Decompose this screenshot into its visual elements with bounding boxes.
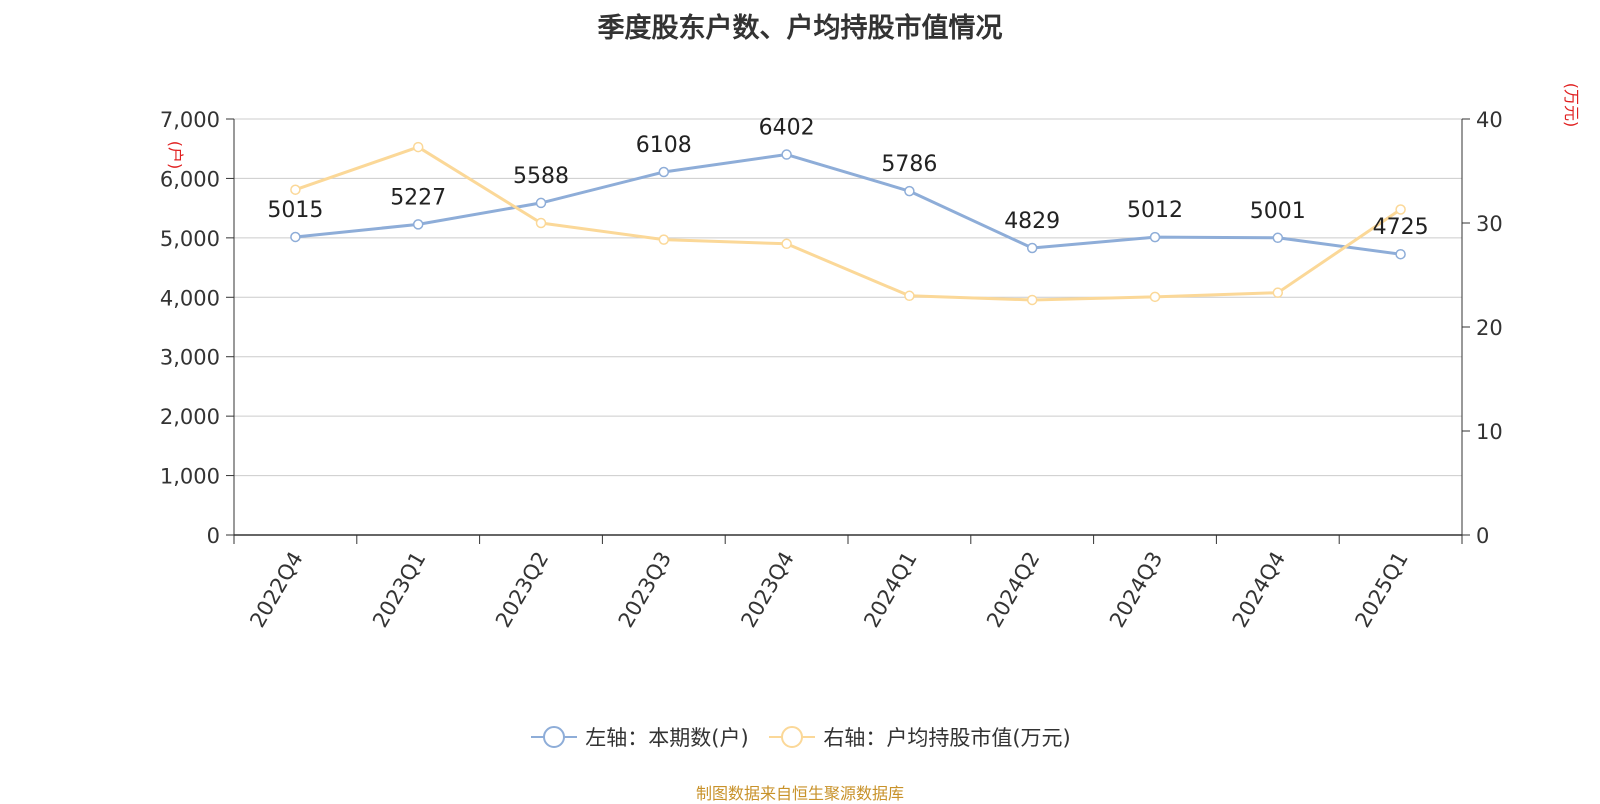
data-point [535, 197, 547, 209]
right-axis-tick-label: 0 [1476, 524, 1489, 548]
series-line-shareholders [295, 153, 1401, 256]
chart-plot: 0 1,000 2,000 3,000 4,000 5,000 6,000 7,000 0 10 2… [160, 83, 1581, 632]
data-point [412, 219, 424, 230]
data-point [535, 217, 547, 229]
data-label: 5227 [390, 185, 446, 210]
legend-item-right-series[interactable]: 右轴：户均持股市值(万元) [767, 722, 1071, 752]
data-label: 5015 [267, 198, 323, 223]
data-point [1149, 231, 1161, 243]
data-point [1272, 287, 1284, 298]
right-axis-unit-label: (万元) [1562, 83, 1581, 128]
data-label: 6108 [636, 133, 692, 158]
data-point [412, 141, 424, 153]
right-axis-tick-label: 20 [1476, 316, 1503, 340]
x-axis-category-label: 2023Q4 [736, 548, 798, 632]
data-labels: 5015 5227 5588 6108 6402 5786 4829 5012 5001 4725 [267, 116, 1428, 241]
left-axis-tick-label: 5,000 [160, 227, 220, 251]
data-point [904, 185, 915, 197]
series-line-avg-market-value [294, 145, 1402, 302]
x-axis-category-label: 2024Q3 [1105, 548, 1167, 632]
data-label: 6402 [759, 116, 815, 141]
x-axis-category-label: 2023Q3 [614, 548, 676, 632]
right-axis-tick-label: 40 [1476, 108, 1503, 132]
data-point [1149, 291, 1161, 303]
x-axis-category-label: 2023Q2 [491, 548, 553, 632]
legend-label-left-series: 左轴：本期数(户) [585, 726, 749, 750]
x-axis-category-label: 2024Q1 [859, 548, 921, 632]
data-label: 4829 [1004, 209, 1060, 234]
right-axis-tick-label: 10 [1476, 420, 1503, 444]
data-label: 5012 [1127, 198, 1183, 223]
series-lines [290, 141, 1406, 306]
left-axis-tick-label: 1,000 [160, 465, 220, 489]
legend-marker-yellow-circle-icon [769, 726, 816, 748]
data-label: 5786 [881, 152, 937, 177]
x-axis-category-label: 2022Q4 [245, 548, 307, 632]
data-point [781, 149, 792, 160]
x-axis-category-label: 2023Q1 [368, 548, 430, 632]
data-label: 5588 [513, 164, 569, 189]
legend-label-right-series: 右轴：户均持股市值(万元) [823, 726, 1071, 750]
left-axis-tick-label: 7,000 [160, 108, 220, 132]
left-axis-tick-label: 4,000 [160, 286, 220, 310]
data-point [1026, 294, 1038, 306]
left-axis-unit-label: (户) [166, 141, 185, 170]
data-label: 4725 [1373, 215, 1429, 240]
data-point [658, 166, 670, 178]
x-axis-category-label: 2024Q2 [982, 548, 1044, 632]
chart-title: 季度股东户数、户均持股市值情况 [597, 13, 1003, 44]
data-point [781, 238, 792, 250]
x-axis-category-label: 2025Q1 [1350, 548, 1412, 632]
data-point [1272, 232, 1284, 244]
x-axis-category-label: 2024Q4 [1228, 548, 1290, 632]
left-axis-tick-label: 2,000 [160, 405, 220, 429]
source-note: 制图数据来自恒生聚源数据库 [695, 784, 904, 803]
gridlines [234, 118, 1462, 477]
left-axis-tick-label: 6,000 [160, 167, 220, 191]
data-label: 5001 [1250, 199, 1306, 224]
data-point [290, 184, 301, 195]
right-axis-tick-label: 30 [1476, 212, 1503, 236]
legend-item-left-series[interactable]: 左轴：本期数(户) [529, 722, 749, 752]
data-point [1026, 242, 1038, 254]
data-point [904, 290, 915, 302]
left-axis-tick-label: 0 [207, 524, 220, 548]
data-point [658, 234, 670, 245]
data-point [290, 231, 301, 243]
legend-marker-blue-circle-icon [531, 726, 578, 748]
legend: 左轴：本期数(户) 右轴：户均持股市值(万元) [0, 722, 1600, 752]
data-point [1395, 248, 1406, 260]
data-point [1395, 204, 1406, 215]
left-axis-tick-label: 3,000 [160, 346, 220, 370]
